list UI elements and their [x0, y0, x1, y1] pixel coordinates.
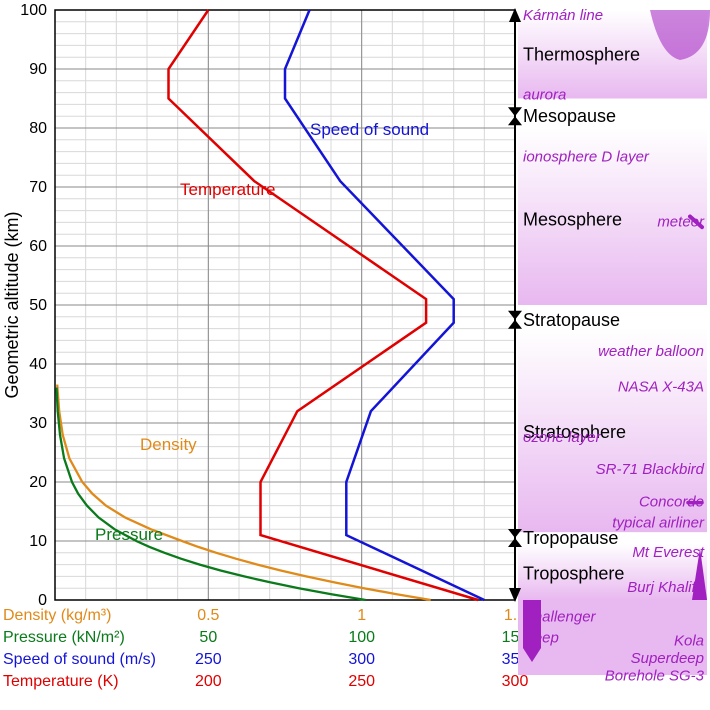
y-tick-label: 80: [29, 120, 47, 137]
atmosphere-chart: 0102030405060708090100Geometric altitude…: [0, 0, 710, 710]
y-tick-label: 70: [29, 179, 47, 196]
layer-annotation: ozone layer: [523, 429, 602, 446]
x-axis-label: Density (kg/m³): [3, 607, 111, 624]
speed-label: Speed of sound: [310, 120, 429, 139]
layer-annotation: Kármán line: [523, 7, 603, 24]
layer-annotation: NASA X-43A: [618, 379, 704, 396]
y-tick-label: 50: [29, 297, 47, 314]
y-tick-label: 60: [29, 238, 47, 255]
x-tick-label: 300: [502, 673, 529, 690]
layer-label: Thermosphere: [523, 44, 640, 64]
layer-label: Troposphere: [523, 563, 624, 583]
atmosphere-layers-panel: Thermosphere Mesopause Mesosphere Stratopau…: [508, 7, 710, 685]
y-tick-label: 10: [29, 533, 47, 550]
y-tick-label: 20: [29, 474, 47, 491]
density-line: [57, 385, 431, 600]
layer-label: Mesopause: [523, 106, 616, 126]
x-tick-label: 250: [348, 673, 375, 690]
y-tick-label: 100: [20, 2, 47, 19]
layer-annotation: Burj Khalifa: [627, 579, 704, 596]
y-axis-label: Geometric altitude (km): [2, 211, 22, 398]
x-tick-label: 250: [195, 651, 222, 668]
y-tick-label: 40: [29, 356, 47, 373]
layer-annotation: Mt Everest: [632, 544, 705, 561]
layer-annotation: SR-71 Blackbird: [596, 461, 705, 478]
x-tick-label: 200: [195, 673, 222, 690]
x-axis-label: Speed of sound (m/s): [3, 651, 156, 668]
layer-annotation: weather balloon: [598, 343, 704, 360]
layer-annotation: ionosphere D layer: [523, 149, 650, 166]
density-label: Density: [140, 435, 197, 454]
pressure-label: Pressure: [95, 525, 163, 544]
x-axis-label: Pressure (kN/m²): [3, 629, 125, 646]
below-annotation: Kola: [674, 632, 704, 649]
layer-annotation: aurora: [523, 87, 566, 104]
layer-label: Mesosphere: [523, 209, 622, 229]
x-tick-label: 1: [357, 607, 366, 624]
y-tick-label: 30: [29, 415, 47, 432]
x-tick-label: 50: [199, 629, 217, 646]
challenger-deep-icon: [523, 600, 541, 648]
x-tick-label: 100: [348, 629, 375, 646]
below-annotation: Borehole SG-3: [605, 668, 705, 685]
x-tick-label: 300: [348, 651, 375, 668]
x-axis-label: Temperature (K): [3, 673, 119, 690]
temperature-label: Temperature: [180, 180, 275, 199]
layer-annotation: typical airliner: [612, 514, 705, 531]
x-tick-label: 0.5: [197, 607, 219, 624]
plot-area: 0102030405060708090100Geometric altitude…: [2, 2, 515, 609]
y-tick-label: 90: [29, 61, 47, 78]
below-annotation: Superdeep: [631, 650, 704, 667]
layer-label: Stratopause: [523, 310, 620, 330]
layer-label: Tropopause: [523, 528, 618, 548]
